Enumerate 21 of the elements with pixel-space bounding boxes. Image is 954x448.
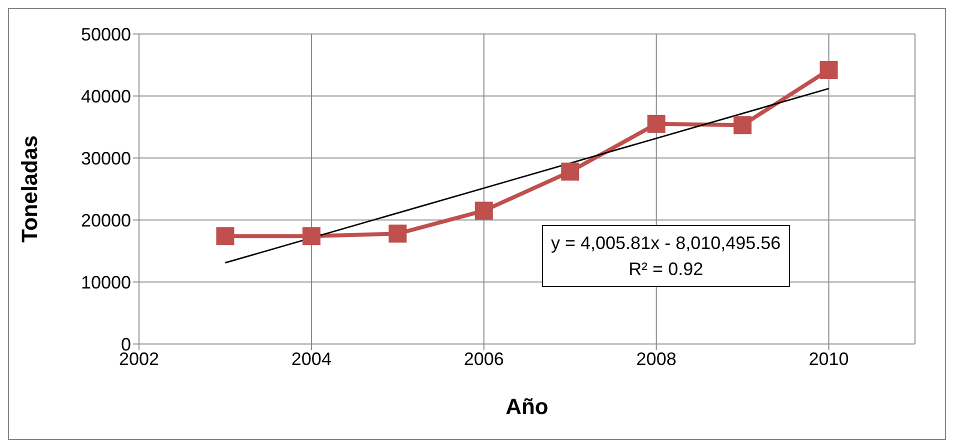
x-tick-label: 2008: [636, 348, 676, 369]
point: [216, 227, 234, 246]
x-axis-title: Año: [506, 394, 548, 419]
y-tick-label: 20000: [80, 210, 131, 230]
y-tick-label: 10000: [80, 272, 131, 292]
annotation: R² = 0.92: [628, 258, 704, 281]
point: [561, 162, 580, 181]
x-tick-label: 2010: [808, 348, 849, 369]
annotation: y = 4,005.81x - 8,010,495.56: [551, 232, 781, 255]
point: [647, 114, 666, 133]
y-tick-label: 50000: [80, 24, 131, 44]
point: [820, 60, 838, 79]
point: [734, 116, 752, 134]
point: [388, 224, 407, 243]
y-axis-title: Toneladas: [16, 135, 42, 243]
x-tick-label: 2006: [464, 348, 504, 369]
point: [302, 227, 320, 246]
y-tick-label: 40000: [80, 86, 131, 106]
y-tick-label: 30000: [80, 148, 131, 168]
point: [474, 202, 493, 220]
x-tick-label: 2004: [291, 348, 332, 369]
